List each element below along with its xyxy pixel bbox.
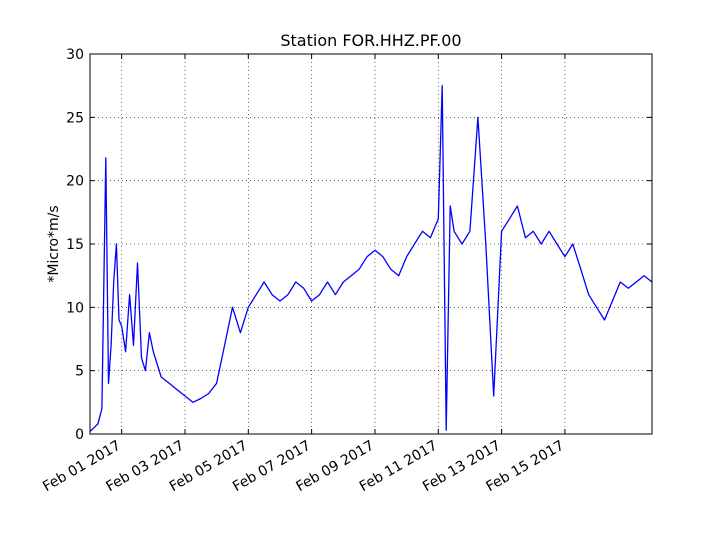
series-line [89,85,653,432]
y-tick-label: 20 [66,174,84,190]
y-tick-label: 25 [66,110,84,126]
chart-title: Station FOR.HHZ.PF.00 [280,31,461,50]
y-tick-label: 10 [66,300,84,316]
y-tick-label: 0 [75,427,84,443]
y-tick-label: 30 [66,47,84,63]
y-tick-label: 5 [75,364,84,380]
y-tick-label: 15 [66,237,84,253]
y-axis-label: *Micro*m/s [46,205,62,282]
series-layer [89,85,653,432]
grid-lines [90,54,652,434]
